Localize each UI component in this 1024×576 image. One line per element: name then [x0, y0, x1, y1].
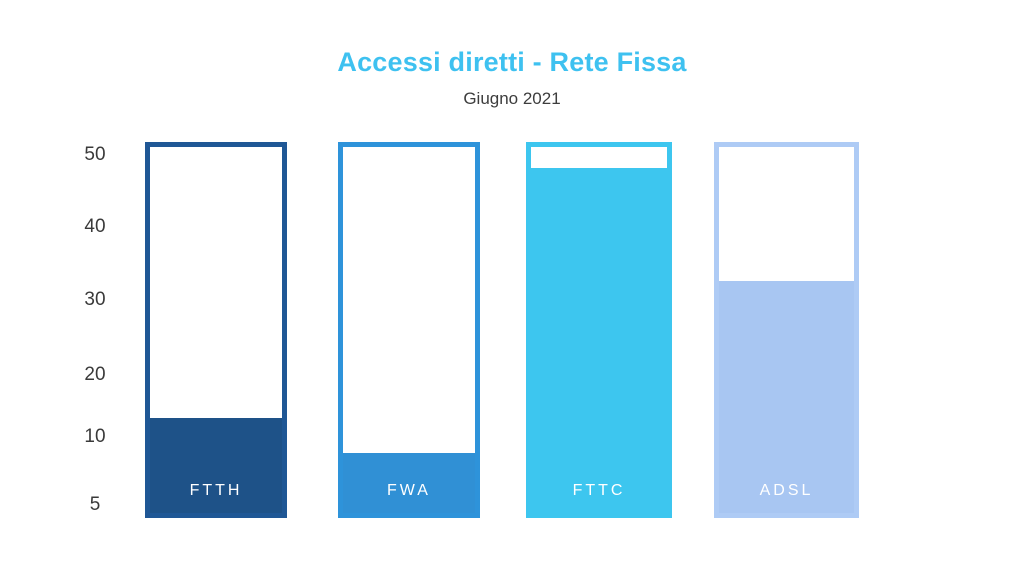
chart-subtitle: Giugno 2021 [463, 89, 561, 108]
y-axis-tick-5: 5 [89, 494, 101, 515]
bar-fttc: FTTC [526, 142, 672, 518]
y-axis-tick-10: 10 [84, 426, 106, 447]
bar-ftth: FTTH [145, 142, 287, 518]
bar-fwa: FWA [338, 142, 480, 518]
bar-ftth-fill [150, 417, 282, 513]
y-axis-tick-40: 40 [84, 216, 106, 237]
bar-fttc-fill [531, 167, 667, 513]
bar-ftth-label: FTTH [189, 482, 243, 499]
bar-fwa-fill [343, 453, 475, 513]
bar-fttc-label: FTTC [572, 482, 626, 499]
bar-adsl: ADSL [714, 142, 859, 518]
bar-adsl-label: ADSL [759, 482, 814, 499]
chart-plot-area: 50 40 30 20 10 5 FTTH FWA FTTC ADSL [0, 142, 1024, 518]
bar-adsl-fill [719, 280, 854, 513]
y-axis-tick-30: 30 [84, 289, 106, 310]
chart-title: Accessi diretti - Rete Fissa [337, 47, 687, 77]
y-axis-tick-50: 50 [84, 144, 106, 165]
bar-fwa-label: FWA [387, 482, 431, 499]
y-axis-tick-20: 20 [84, 364, 106, 385]
